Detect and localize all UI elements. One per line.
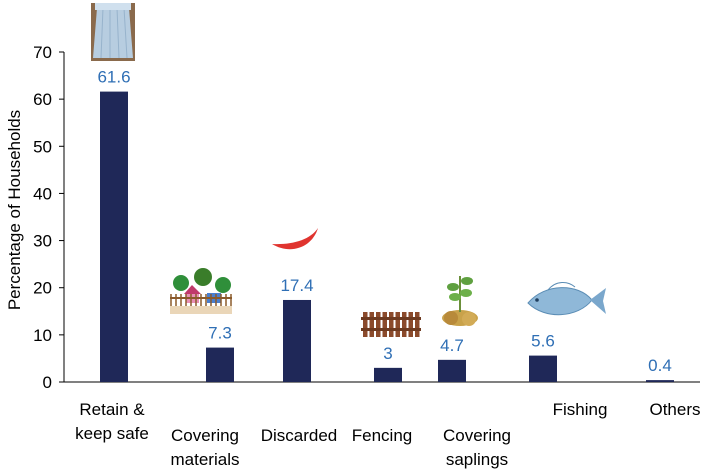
bar xyxy=(646,380,674,382)
y-tick-label: 0 xyxy=(43,373,52,392)
data-label: 3 xyxy=(383,344,392,363)
y-tick-label: 40 xyxy=(33,184,52,203)
bar xyxy=(529,355,557,382)
y-axis-ticks: 0 10 20 30 40 50 60 70 xyxy=(33,43,64,392)
chart-axes xyxy=(63,52,700,383)
data-labels: 61.6 7.3 17.4 3 4.7 5.6 0.4 xyxy=(97,68,671,376)
bar xyxy=(374,367,402,382)
data-label: 4.7 xyxy=(440,336,464,355)
category-label: Retain & keep safe xyxy=(75,400,149,443)
y-tick-label: 60 xyxy=(33,90,52,109)
bar xyxy=(283,299,311,382)
bar xyxy=(100,91,128,382)
bar-icons xyxy=(91,3,606,337)
y-tick-label: 30 xyxy=(33,232,52,251)
y-tick-label: 50 xyxy=(33,137,52,156)
wooden-fence-icon xyxy=(361,312,421,337)
category-labels: Retain & keep safe Covering materials Discar… xyxy=(75,400,700,469)
bar xyxy=(206,347,234,382)
category-label: Discarded xyxy=(261,426,338,445)
bar xyxy=(438,359,466,382)
category-label: Fencing xyxy=(352,426,412,445)
y-tick-label: 20 xyxy=(33,279,52,298)
category-label: Covering saplings xyxy=(443,426,511,469)
data-label: 7.3 xyxy=(208,324,232,343)
sapling-icon xyxy=(442,276,478,326)
category-label: Fishing xyxy=(553,400,608,419)
fish-icon xyxy=(527,282,606,316)
data-label: 17.4 xyxy=(280,276,313,295)
y-tick-label: 70 xyxy=(33,43,52,62)
data-label: 61.6 xyxy=(97,68,130,87)
bars xyxy=(100,91,674,382)
y-tick-label: 10 xyxy=(33,326,52,345)
data-label: 0.4 xyxy=(648,356,672,375)
y-axis-title: Percentage of Households xyxy=(5,110,24,310)
category-label: Covering materials xyxy=(171,426,240,469)
boomerang-discard-icon xyxy=(272,228,318,250)
mosquito-net-icon xyxy=(91,3,135,61)
data-label: 5.6 xyxy=(531,332,555,351)
garden-house-icon xyxy=(170,268,232,314)
category-label: Others xyxy=(649,400,700,419)
